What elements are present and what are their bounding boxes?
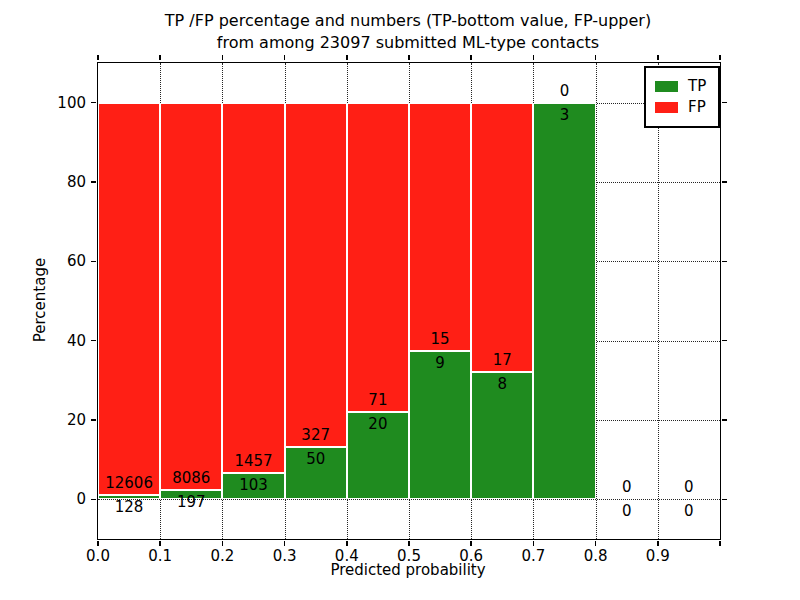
x-tick-label: 0.8 <box>584 547 608 565</box>
x-tick-mark-top <box>408 55 410 60</box>
y-tick-mark-right <box>722 419 727 421</box>
fp-count-label: 327 <box>301 426 330 444</box>
y-tick-mark-right <box>722 340 727 342</box>
x-tick-mark-bottom <box>719 541 721 546</box>
fp-count-label: 1457 <box>234 452 272 470</box>
grid-line-vertical <box>596 63 597 539</box>
bar-segment-tp <box>409 351 471 500</box>
figure: TP /FP percentage and numbers (TP-bottom… <box>0 0 800 600</box>
y-tick-mark-left <box>91 102 96 104</box>
legend-label-tp: TP <box>688 79 706 94</box>
x-tick-mark-bottom <box>222 541 224 546</box>
tp-count-label: 9 <box>435 354 445 372</box>
chart-title: TP /FP percentage and numbers (TP-bottom… <box>97 10 719 54</box>
tp-count-label: 128 <box>115 498 144 516</box>
tp-count-label: 0 <box>622 502 632 520</box>
tp-count-label: 50 <box>306 450 325 468</box>
fp-count-label: 0 <box>622 478 632 496</box>
x-tick-label: 0.6 <box>459 547 483 565</box>
y-tick-label: 100 <box>21 93 86 113</box>
y-tick-mark-left <box>91 419 96 421</box>
x-tick-mark-bottom <box>346 541 348 546</box>
y-tick-mark-left <box>91 340 96 342</box>
y-tick-mark-left <box>91 181 96 183</box>
x-tick-label: 0.0 <box>86 547 110 565</box>
x-tick-mark-bottom <box>470 541 472 546</box>
x-tick-mark-top <box>284 55 286 60</box>
x-tick-label: 0.5 <box>397 547 421 565</box>
legend-item-fp: FP <box>655 97 706 118</box>
fp-color-swatch <box>655 102 678 113</box>
y-tick-label: 40 <box>21 331 86 351</box>
x-tick-label: 0.3 <box>273 547 297 565</box>
y-tick-mark-right <box>722 181 727 183</box>
legend-label-fp: FP <box>688 100 706 115</box>
x-tick-mark-top <box>222 55 224 60</box>
tp-count-label: 197 <box>177 493 206 511</box>
legend: TP FP <box>644 66 720 128</box>
x-tick-label: 0.9 <box>646 547 670 565</box>
y-tick-label: 0 <box>21 489 86 509</box>
x-tick-mark-top <box>657 55 659 60</box>
x-tick-mark-bottom <box>284 541 286 546</box>
y-axis-label: Percentage <box>30 200 50 400</box>
tp-count-label: 20 <box>368 415 387 433</box>
x-tick-mark-top <box>595 55 597 60</box>
tp-count-label: 3 <box>560 106 570 124</box>
fp-count-label: 0 <box>684 478 694 496</box>
fp-count-label: 8086 <box>172 469 210 487</box>
bar-segment-fp <box>347 103 409 412</box>
bar-segment-fp <box>222 103 284 473</box>
x-tick-mark-bottom <box>408 541 410 546</box>
tp-color-swatch <box>655 81 678 92</box>
x-tick-mark-top <box>533 55 535 60</box>
y-tick-label: 20 <box>21 410 86 430</box>
y-tick-mark-right <box>722 499 727 501</box>
x-tick-mark-bottom <box>533 541 535 546</box>
fp-count-label: 0 <box>560 82 570 100</box>
fp-count-label: 12606 <box>105 474 153 492</box>
bar-segment-fp <box>98 103 160 496</box>
x-tick-mark-top <box>346 55 348 60</box>
x-tick-label: 0.4 <box>335 547 359 565</box>
bar-segment-tp <box>533 103 595 500</box>
bar-segment-fp <box>409 103 471 351</box>
x-tick-mark-top <box>159 55 161 60</box>
x-tick-label: 0.7 <box>521 547 545 565</box>
y-tick-mark-right <box>722 102 727 104</box>
y-tick-label: 80 <box>21 172 86 192</box>
x-tick-mark-bottom <box>97 541 99 546</box>
fp-count-label: 71 <box>368 391 387 409</box>
fp-count-label: 17 <box>493 351 512 369</box>
y-tick-mark-left <box>91 499 96 501</box>
y-tick-label: 60 <box>21 251 86 271</box>
x-tick-mark-bottom <box>595 541 597 546</box>
x-tick-mark-top <box>719 55 721 60</box>
x-tick-label: 0.2 <box>210 547 234 565</box>
x-tick-mark-bottom <box>159 541 161 546</box>
tp-count-label: 0 <box>684 502 694 520</box>
x-tick-mark-top <box>97 55 99 60</box>
bar-segment-fp <box>285 103 347 447</box>
legend-item-tp: TP <box>655 76 706 97</box>
grid-line-vertical <box>658 63 659 539</box>
y-tick-mark-right <box>722 261 727 263</box>
tp-count-label: 103 <box>239 476 268 494</box>
x-tick-mark-bottom <box>657 541 659 546</box>
x-tick-mark-top <box>470 55 472 60</box>
tp-count-label: 8 <box>498 375 508 393</box>
bar-segment-fp <box>471 103 533 373</box>
y-tick-mark-left <box>91 261 96 263</box>
x-tick-label: 0.1 <box>148 547 172 565</box>
plot-area: TP FP 0204060801000.00.10.20.30.40.50.60… <box>97 62 721 540</box>
chart-title-line2: from among 23097 submitted ML-type conta… <box>97 32 719 54</box>
chart-title-line1: TP /FP percentage and numbers (TP-bottom… <box>97 10 719 32</box>
fp-count-label: 15 <box>431 330 450 348</box>
bar-segment-fp <box>160 103 222 490</box>
